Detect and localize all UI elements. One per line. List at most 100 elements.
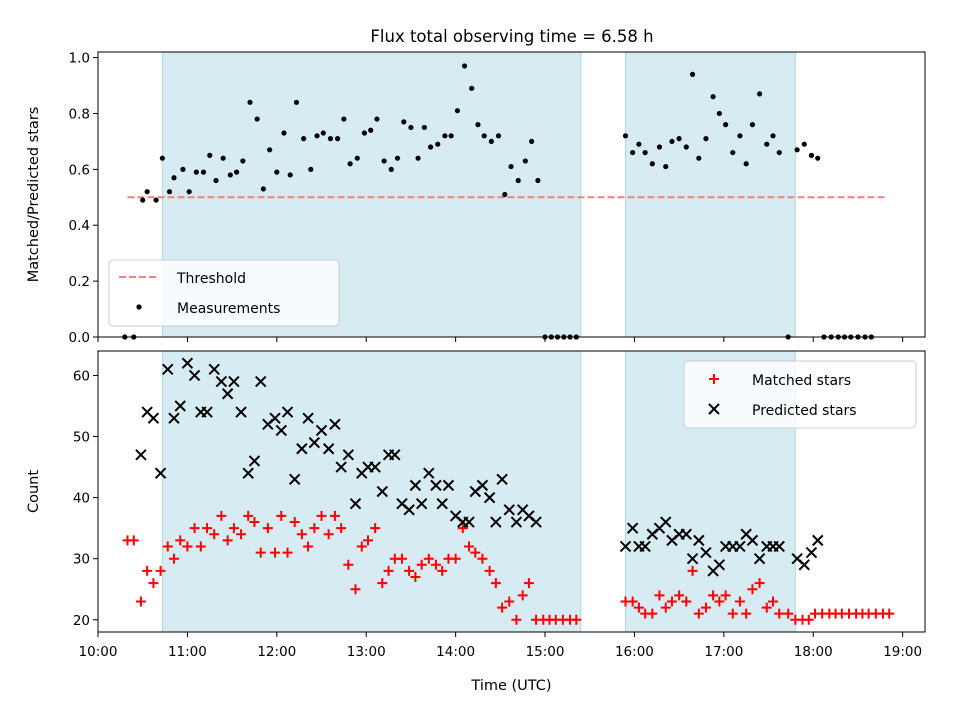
predicted-point	[430, 479, 442, 492]
measurement-point	[776, 149, 782, 156]
measurement-point	[730, 149, 736, 156]
y-tick-label: 0.2	[69, 274, 90, 290]
predicted-point	[812, 534, 824, 547]
measurement-point	[153, 197, 159, 203]
predicted-point	[805, 546, 818, 559]
predicted-point	[680, 528, 692, 540]
measurement-point	[448, 133, 454, 139]
measurement-point	[676, 136, 682, 142]
matched-point	[195, 541, 206, 552]
measurement-point	[408, 124, 414, 131]
predicted-point	[315, 424, 328, 437]
legend-matched-label: Matched stars	[752, 373, 851, 389]
matched-point	[774, 608, 785, 619]
measurement-point	[770, 133, 776, 139]
matched-point	[182, 541, 193, 552]
legend-measurements-swatch	[136, 304, 142, 310]
measurement-point	[475, 122, 481, 128]
matched-point	[282, 547, 293, 558]
predicted-point	[281, 406, 294, 418]
predicted-point	[335, 461, 347, 473]
matched-point	[754, 578, 765, 589]
chart-title: Flux total observing time = 6.58 h	[370, 27, 653, 46]
predicted-point	[409, 479, 422, 492]
matched-point	[255, 547, 266, 558]
matched-point	[202, 523, 213, 534]
predicted-point	[746, 534, 759, 547]
measurement-point	[508, 163, 514, 170]
predicted-point	[773, 540, 785, 553]
x-tick-label: 11:00	[168, 644, 207, 660]
matched-point	[734, 596, 745, 607]
predicted-point	[255, 375, 267, 388]
matched-point	[329, 510, 340, 521]
x-tick-label: 18:00	[794, 644, 833, 660]
predicted-point	[296, 443, 308, 455]
measurement-point	[421, 124, 427, 131]
legend-box	[108, 259, 340, 327]
predicted-point	[174, 400, 186, 412]
top-panel: 0.0 0.2 0.4 0.6 0.8 1.0 Matched/Predicted star…	[26, 51, 926, 346]
measurement-point	[301, 136, 307, 142]
measurement-point	[801, 141, 807, 147]
matched-point	[175, 535, 186, 546]
predicted-point	[275, 424, 287, 437]
measurement-point	[642, 149, 648, 156]
predicted-point	[188, 369, 201, 382]
matched-point	[303, 541, 314, 552]
measurement-point	[171, 175, 177, 181]
matched-point	[189, 523, 200, 534]
predicted-point	[322, 443, 335, 455]
matched-point	[741, 608, 752, 619]
axes-frame	[97, 51, 926, 338]
predicted-point	[403, 504, 415, 516]
measurement-point	[220, 155, 226, 161]
measurement-point	[757, 91, 763, 97]
measurement-point	[347, 161, 353, 167]
matched-point	[747, 584, 758, 595]
matched-point	[363, 535, 374, 546]
predicted-point	[415, 498, 428, 510]
matched-point	[148, 578, 159, 589]
measurement-point	[696, 155, 702, 161]
measurement-point	[281, 130, 287, 136]
matched-point	[142, 565, 153, 576]
predicted-point	[476, 479, 489, 492]
predicted-point	[349, 498, 362, 510]
measurement-point	[469, 85, 475, 91]
predicted-point	[483, 491, 496, 504]
x-tick-label: 15:00	[526, 644, 565, 660]
matched-point	[316, 510, 327, 521]
measurement-point	[723, 122, 729, 128]
measurement-point	[710, 94, 716, 100]
measurement-point	[495, 133, 502, 139]
matched-point	[470, 547, 481, 558]
measurement-point	[522, 158, 528, 164]
measurement-point	[140, 197, 146, 203]
observing-band	[624, 51, 796, 338]
predicted-point	[288, 473, 301, 485]
predicted-point	[215, 375, 228, 388]
matched-point	[236, 529, 247, 540]
matched-point	[135, 596, 146, 607]
measurement-point	[293, 99, 300, 105]
predicted-point	[423, 467, 435, 479]
measurement-point	[368, 127, 374, 133]
predicted-point	[734, 540, 746, 553]
matched-point	[647, 608, 658, 619]
predicted-point	[376, 485, 389, 498]
measurement-point	[808, 152, 815, 158]
measurement-point	[186, 189, 192, 195]
matched-point	[222, 535, 233, 546]
matched-point	[216, 510, 227, 521]
legend-predicted-label: Predicted stars	[752, 403, 857, 419]
measurement-point	[636, 141, 642, 147]
y-tick-label: 50	[73, 430, 90, 446]
measurement-point	[361, 130, 368, 136]
measurement-point	[180, 166, 186, 172]
matched-point	[457, 523, 468, 534]
matched-point	[404, 565, 415, 576]
axes-frame	[97, 350, 926, 633]
predicted-point	[135, 449, 147, 461]
